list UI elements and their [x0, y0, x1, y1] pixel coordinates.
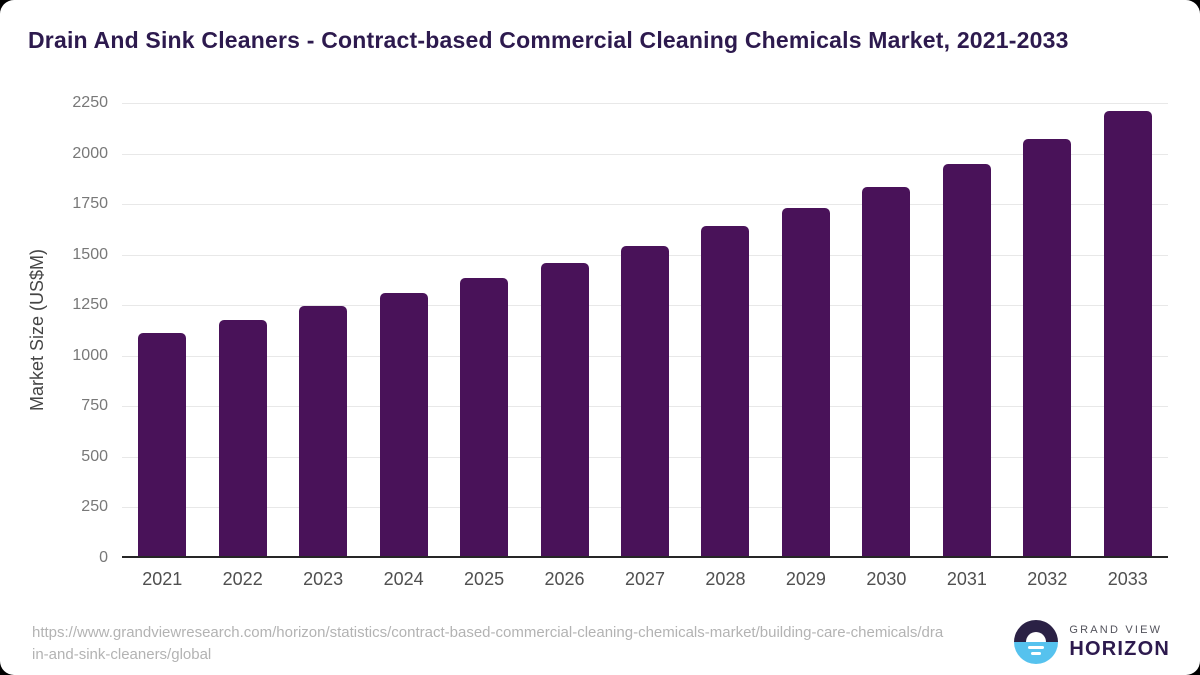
x-tick-label-2029: 2029 — [785, 569, 826, 589]
y-tick-label-2250: 2250 — [72, 94, 108, 111]
y-tick-label-0: 0 — [99, 549, 108, 566]
x-tick-label-2021: 2021 — [142, 569, 183, 589]
plot-area — [122, 103, 1168, 558]
y-tick-label-750: 750 — [81, 397, 108, 415]
bar-2021[interactable] — [138, 332, 187, 556]
x-tick-label-2022: 2022 — [222, 569, 263, 589]
horizon-dome-shape — [1026, 632, 1047, 642]
x-axis-line — [122, 556, 1168, 558]
x-tick-label-2031: 2031 — [946, 569, 987, 589]
bar-2032[interactable] — [1023, 139, 1072, 556]
grand-view-horizon-logo: GRAND VIEW HORIZON — [1014, 620, 1170, 664]
bar-2033[interactable] — [1103, 111, 1152, 556]
source-url: https://www.grandviewresearch.com/horizo… — [32, 624, 944, 663]
x-tick-label-2033: 2033 — [1107, 569, 1148, 589]
horizon-sun-icon — [1014, 620, 1059, 664]
y-tick-label-1500: 1500 — [72, 245, 108, 263]
y-tick-label-1250: 1250 — [72, 296, 108, 314]
horizon-wave-line — [1028, 646, 1045, 649]
y-tick-label-250: 250 — [81, 498, 108, 516]
logo-text-horizon: HORIZON — [1069, 637, 1170, 660]
bar-2028[interactable] — [701, 226, 750, 556]
y-axis-tick-labels: 0 250 500 750 1000 1250 1500 1750 2000 2250 — [0, 94, 108, 566]
bar-2025[interactable] — [460, 277, 509, 556]
horizon-wave-line — [1031, 652, 1042, 655]
bar-2022[interactable] — [218, 320, 267, 556]
bar-2024[interactable] — [379, 293, 428, 556]
x-tick-label-2027: 2027 — [624, 569, 666, 589]
bar-2031[interactable] — [942, 163, 991, 556]
y-tick-label-1000: 1000 — [72, 346, 108, 364]
logo-text-grand-view: GRAND VIEW — [1069, 623, 1163, 636]
x-axis-tick-labels: 2021 2022 2023 2024 2025 2026 2027 2028 2029 2030… — [122, 569, 1168, 595]
bar-2023[interactable] — [299, 306, 348, 556]
y-tick-label-1750: 1750 — [72, 195, 108, 213]
bar-2030[interactable] — [862, 186, 911, 556]
x-tick-label-2023: 2023 — [303, 569, 344, 589]
chart-title: Drain And Sink Cleaners - Contract-based… — [28, 27, 1069, 53]
y-tick-label-2000: 2000 — [72, 144, 108, 162]
gridline-2250 — [122, 103, 1168, 104]
x-tick-label-2028: 2028 — [705, 569, 746, 589]
x-tick-label-2032: 2032 — [1027, 569, 1068, 589]
bar-2026[interactable] — [540, 262, 589, 556]
x-tick-label-2026: 2026 — [544, 569, 585, 589]
x-tick-label-2025: 2025 — [464, 569, 505, 589]
bar-2027[interactable] — [621, 245, 669, 556]
x-tick-label-2030: 2030 — [866, 569, 907, 589]
gridline-2000 — [122, 153, 1168, 155]
x-tick-label-2024: 2024 — [383, 569, 424, 589]
bar-2029[interactable] — [781, 208, 830, 556]
y-tick-label-500: 500 — [81, 447, 108, 465]
gridline-1750 — [122, 204, 1168, 206]
logo-text: GRAND VIEW HORIZON — [1069, 624, 1170, 661]
